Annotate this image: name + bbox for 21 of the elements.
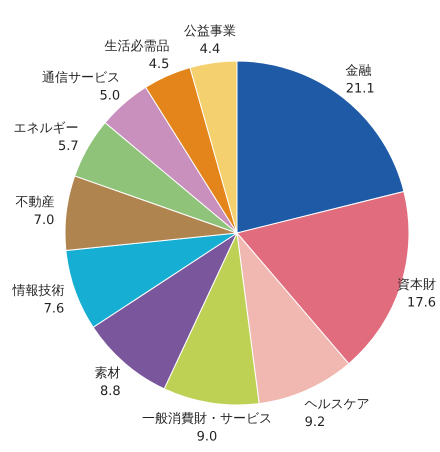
slice-label: 通信サービス [42, 70, 120, 86]
slice-label: 情報技術 [11, 284, 64, 299]
data-label: 21.1 [346, 82, 375, 97]
data-label: 17.6 [407, 296, 436, 311]
slice-label: 一般消費財・サービス [142, 412, 272, 427]
data-label: 9.2 [304, 415, 326, 430]
data-label: 4.5 [148, 56, 170, 72]
slice-label: 不動産 [15, 194, 54, 210]
data-label: 9.0 [196, 430, 218, 445]
data-label: 7.6 [44, 302, 64, 317]
data-label: 5.0 [100, 88, 120, 104]
data-label: 7.0 [34, 212, 54, 228]
slice-label: 生活必需品 [104, 38, 170, 54]
slice-label: 素材 [94, 366, 121, 382]
slice-label: エネルギー [14, 121, 79, 136]
slice-label: ヘルスケア [304, 397, 370, 412]
data-label: 8.8 [100, 384, 121, 400]
data-label: 4.4 [200, 42, 220, 57]
data-label: 5.7 [58, 139, 79, 154]
slice-label: 金融 [346, 64, 372, 79]
slice-label: 公益事業 [184, 24, 236, 39]
